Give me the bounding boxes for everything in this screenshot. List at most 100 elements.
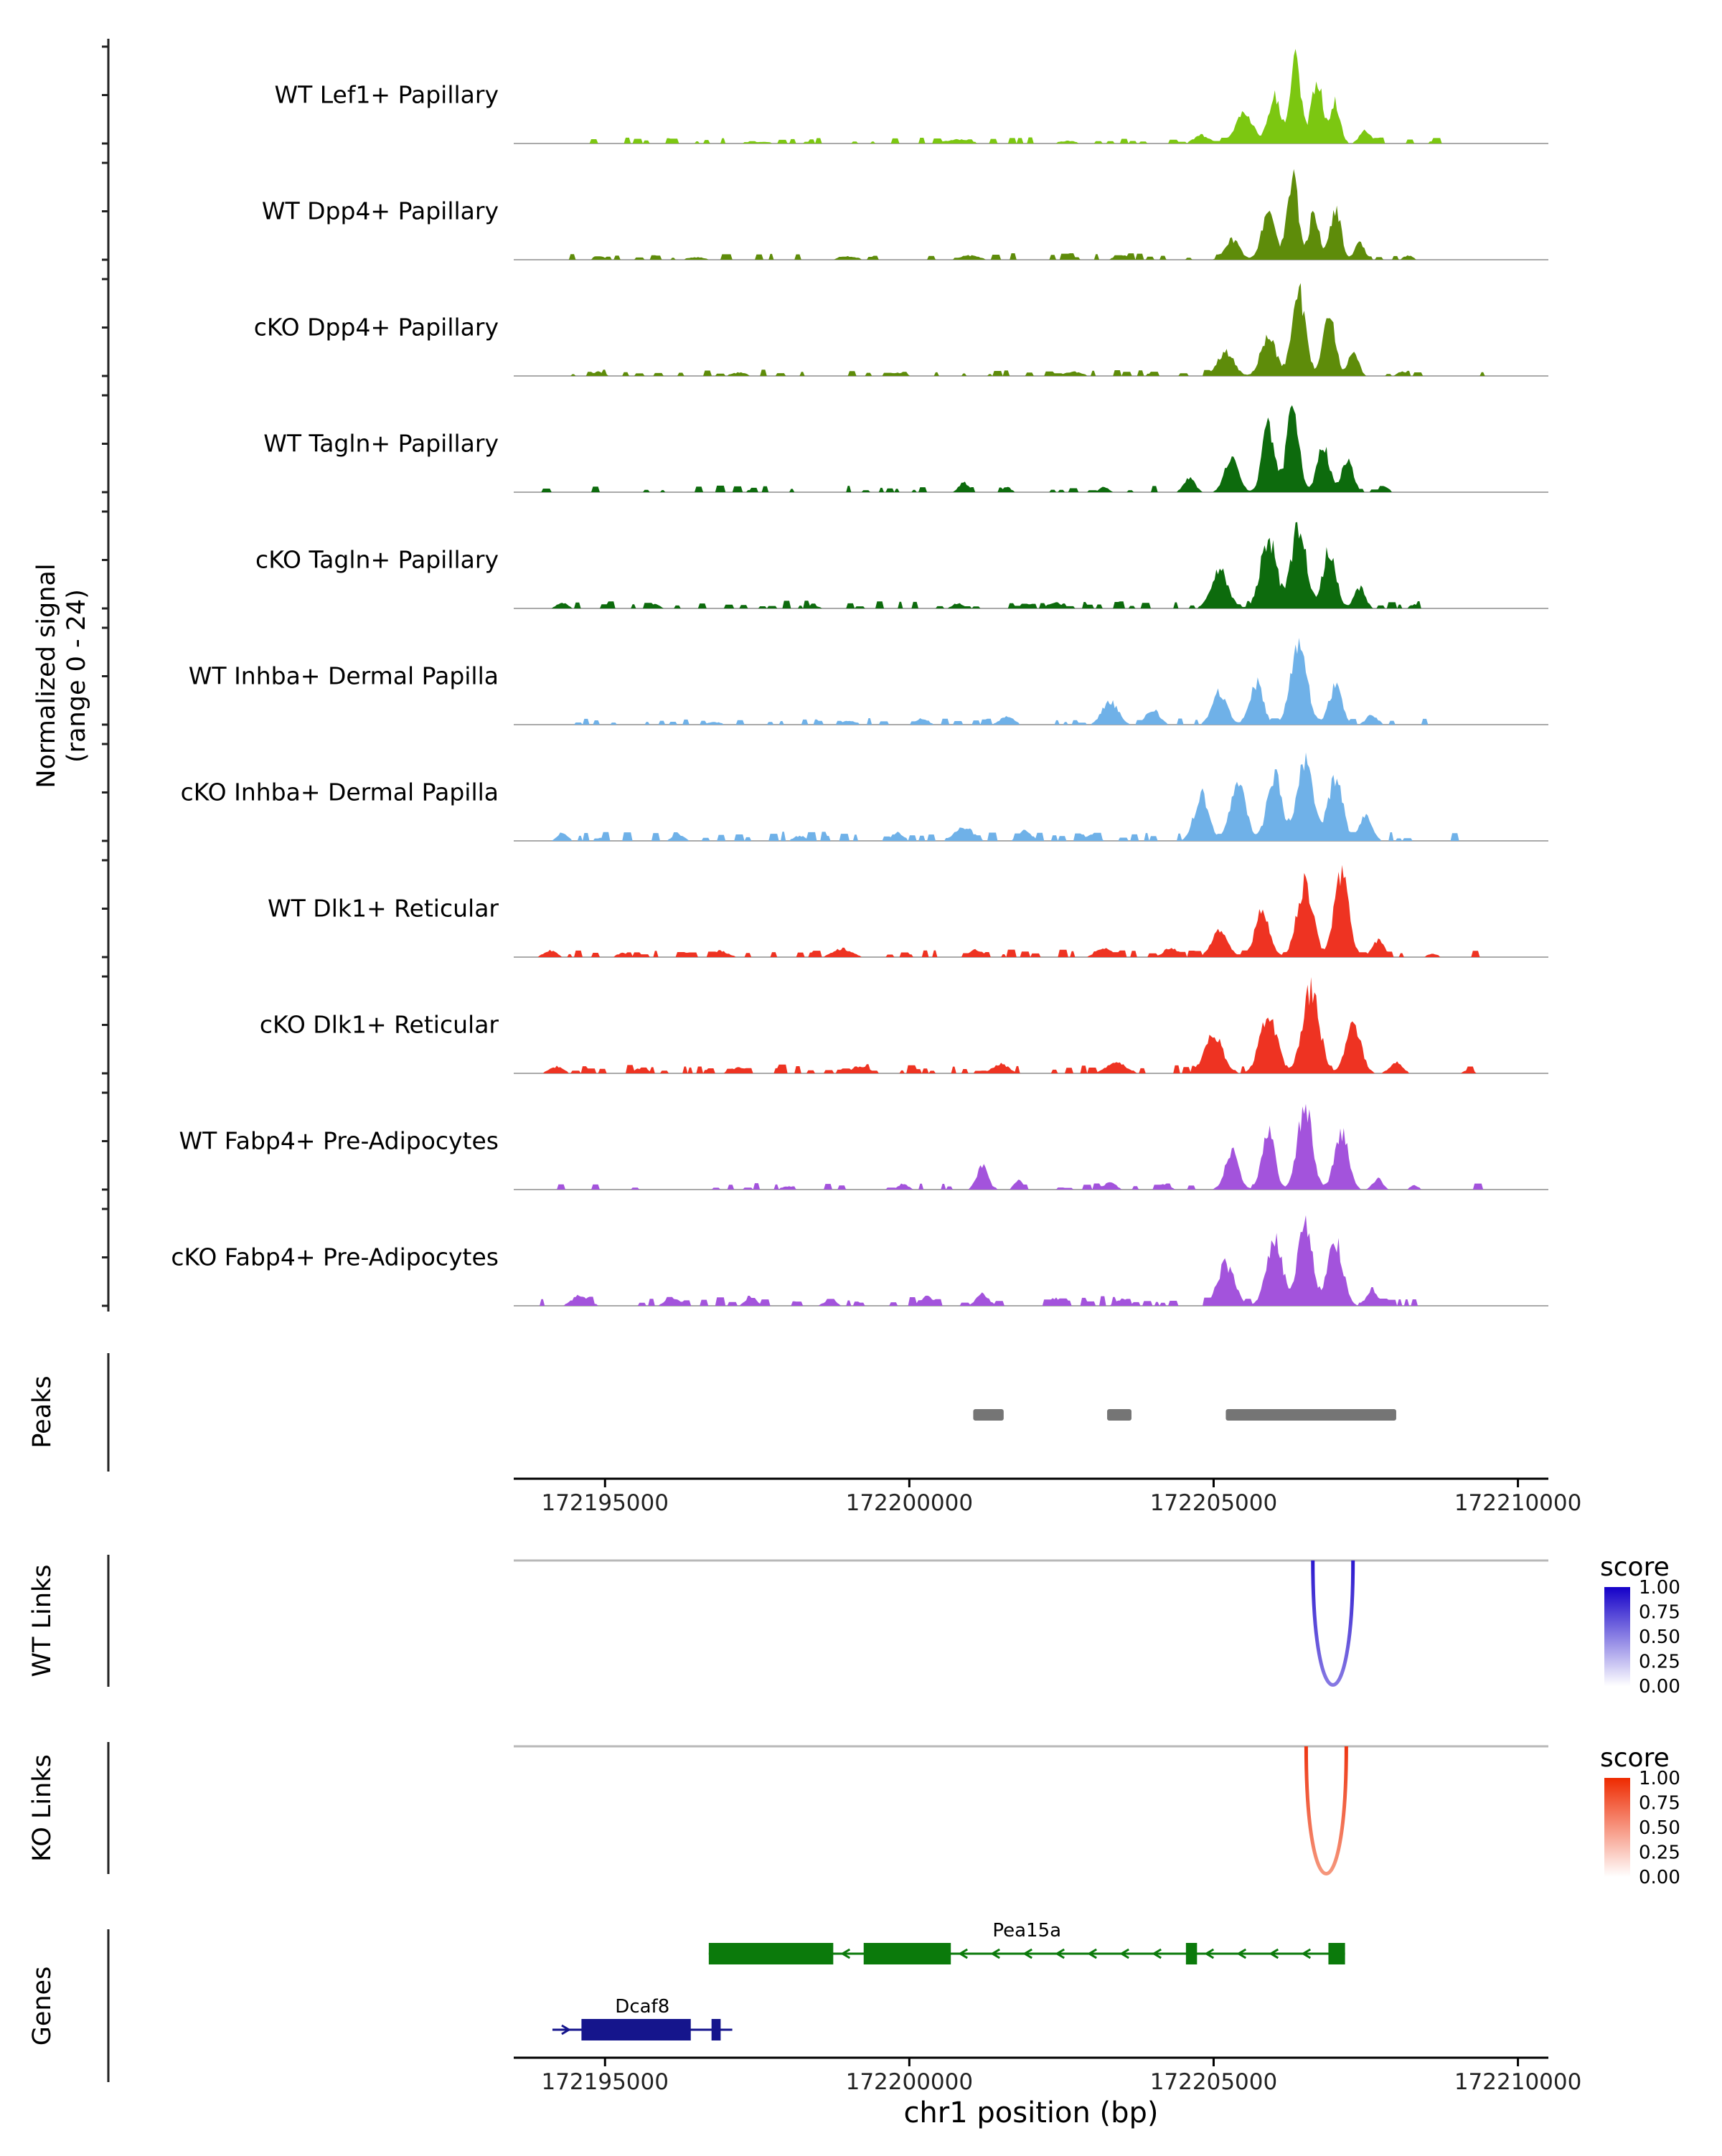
signal-axis-bracket — [102, 39, 110, 1312]
score-legend-tick-label: 0.25 — [1639, 1652, 1680, 1673]
track-label: WT Fabp4+ Pre-Adipocytes — [179, 1127, 499, 1155]
coaccessibility-link-arc — [1311, 1560, 1355, 1687]
ko-links-track — [514, 1745, 1548, 1875]
track-label: cKO Dlk1+ Reticular — [260, 1011, 499, 1039]
genes-section-label: Genes — [28, 1967, 57, 2046]
strand-arrow-icon — [561, 2024, 571, 2035]
strand-arrow-icon — [1152, 1948, 1162, 1959]
coverage-track: cKO Dpp4+ Papillary — [254, 283, 1548, 377]
exon-box — [708, 1943, 834, 1964]
track-label: cKO Dpp4+ Papillary — [254, 314, 499, 342]
coverage-track: WT Lef1+ Papillary — [274, 49, 1548, 144]
coverage-track: WT Inhba+ Dermal Papilla — [189, 638, 1548, 725]
exon-box — [1328, 1943, 1345, 1964]
ko-legend-title: score — [1600, 1743, 1670, 1773]
coverage-track: WT Dlk1+ Reticular — [268, 865, 1548, 958]
coverage-signal — [514, 1215, 1548, 1306]
axis-tick-label: 172210000 — [1454, 2069, 1582, 2095]
track-label: cKO Fabp4+ Pre-Adipocytes — [171, 1243, 499, 1271]
strand-arrow-icon — [1055, 1948, 1065, 1959]
axis-tick-label: 172195000 — [541, 1490, 669, 1516]
x-axis-title: chr1 position (bp) — [903, 2096, 1158, 2129]
coverage-signal — [514, 1103, 1548, 1190]
coverage-track: WT Tagln+ Papillary — [263, 405, 1548, 493]
peaks-track — [973, 1409, 1396, 1421]
peaks-section-label: Peaks — [28, 1375, 57, 1448]
axis-tick-label: 172210000 — [1454, 1490, 1582, 1516]
axis-tick-label: 172200000 — [846, 1490, 974, 1516]
axis-tick-label: 172195000 — [541, 2069, 669, 2095]
strand-arrow-icon — [1119, 1948, 1129, 1959]
strand-arrow-icon — [1087, 1948, 1097, 1959]
score-gradient-bar — [1604, 1778, 1630, 1877]
coverage-signal — [514, 522, 1548, 608]
exon-box — [863, 1943, 951, 1964]
ko-links-section-label: KO Links — [28, 1754, 57, 1862]
axis-tick-label: 172205000 — [1150, 1490, 1278, 1516]
strand-arrow-icon — [840, 1948, 851, 1959]
strand-arrow-icon — [1022, 1948, 1032, 1959]
track-label: WT Tagln+ Papillary — [263, 430, 499, 458]
coverage-signal — [514, 752, 1548, 841]
axis-tick-label: 172205000 — [1150, 2069, 1278, 2095]
track-label: WT Lef1+ Papillary — [274, 81, 499, 109]
strand-arrow-icon — [990, 1948, 1000, 1959]
lower-genome-axis: 172195000 172200000 172205000 172210000 — [514, 2056, 1582, 2095]
score-legend-tick-label: 0.50 — [1639, 1627, 1680, 1648]
score-gradient-bar — [1604, 1587, 1630, 1686]
score-legend-tick-label: 0.75 — [1639, 1602, 1680, 1624]
coverage-signal — [514, 865, 1548, 957]
score-legend-tick-label: 0.00 — [1639, 1867, 1680, 1888]
wt-score-legend: 1.00 0.75 0.50 0.25 0.00 — [1604, 1577, 1680, 1698]
gene-model: Dcaf8 — [552, 1996, 733, 2040]
wt-links-section-label: WT Links — [28, 1564, 57, 1677]
upper-genome-axis: 172195000 172200000 172205000 172210000 — [514, 1477, 1582, 1516]
wt-links-track — [514, 1559, 1548, 1687]
score-legend-tick-label: 0.50 — [1639, 1817, 1680, 1839]
track-label: cKO Tagln+ Papillary — [255, 546, 499, 574]
strand-arrow-icon — [1204, 1948, 1215, 1959]
track-label: WT Dpp4+ Papillary — [262, 197, 499, 225]
strand-arrow-icon — [1236, 1948, 1247, 1959]
signal-axis-label-line1: Normalized signal — [32, 563, 61, 788]
coverage-signal — [514, 638, 1548, 725]
coverage-track: cKO Tagln+ Papillary — [255, 522, 1548, 609]
score-legend-tick-label: 0.25 — [1639, 1842, 1680, 1864]
score-legend-tick-label: 0.75 — [1639, 1793, 1680, 1814]
signal-axis-label-line2: (range 0 - 24) — [62, 589, 91, 763]
track-label: cKO Inhba+ Dermal Papilla — [181, 778, 499, 806]
score-legend-tick-label: 0.00 — [1639, 1676, 1680, 1698]
score-legend-tick-label: 1.00 — [1639, 1577, 1680, 1599]
coaccessibility-link-arc — [1304, 1746, 1348, 1875]
coverage-track: cKO Dlk1+ Reticular — [260, 976, 1548, 1074]
exon-box — [581, 2019, 691, 2040]
coverage-track: cKO Inhba+ Dermal Papilla — [181, 752, 1548, 842]
peak-interval — [973, 1409, 1004, 1421]
coverage-signal — [514, 169, 1548, 260]
coverage-signal — [514, 976, 1548, 1073]
strand-arrow-icon — [958, 1948, 968, 1959]
strand-arrow-icon — [1269, 1948, 1279, 1959]
coverage-track: WT Fabp4+ Pre-Adipocytes — [179, 1103, 1548, 1190]
peak-interval — [1107, 1409, 1131, 1421]
exon-box — [711, 2019, 721, 2040]
genes-track: Pea15a Dcaf8 — [552, 1920, 1345, 2040]
coverage-signal — [514, 405, 1548, 492]
gene-name-label: Pea15a — [992, 1920, 1061, 1941]
coverage-track: WT Dpp4+ Papillary — [262, 169, 1548, 260]
axis-tick-label: 172200000 — [846, 2069, 974, 2095]
gene-model: Pea15a — [708, 1920, 1345, 1964]
track-label: WT Inhba+ Dermal Papilla — [189, 662, 499, 690]
coverage-tracks-layer: WT Lef1+ Papillary WT Dpp4+ Papillary cKO … — [171, 49, 1548, 1307]
coverage-signal — [514, 283, 1548, 376]
strand-arrow-icon — [1301, 1948, 1312, 1959]
peak-interval — [1225, 1409, 1396, 1421]
gene-name-label: Dcaf8 — [615, 1996, 669, 2018]
ko-score-legend: 1.00 0.75 0.50 0.25 0.00 — [1604, 1768, 1680, 1888]
score-legend-tick-label: 1.00 — [1639, 1768, 1680, 1789]
track-label: WT Dlk1+ Reticular — [268, 895, 499, 923]
coverage-signal — [514, 49, 1548, 143]
wt-legend-title: score — [1600, 1553, 1670, 1582]
